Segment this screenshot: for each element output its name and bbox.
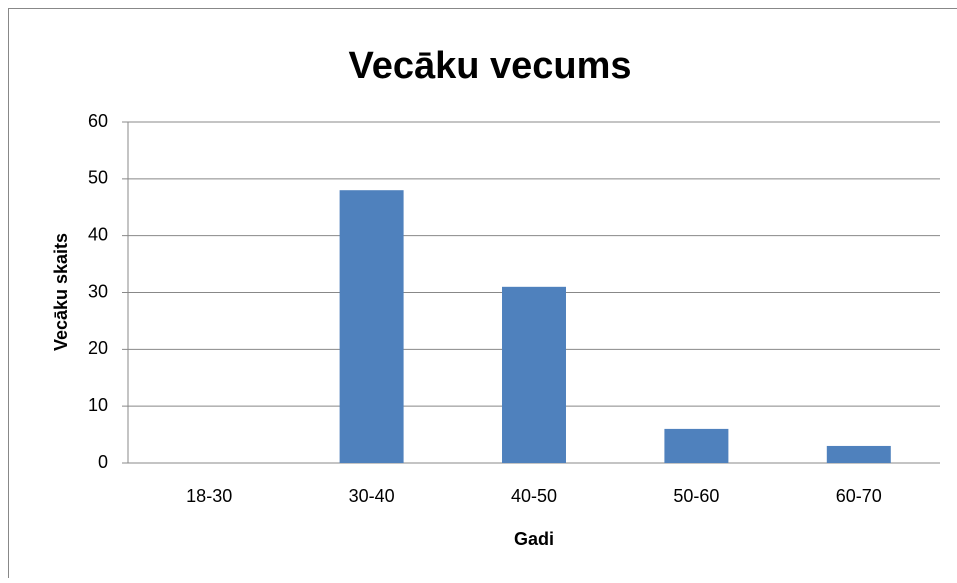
y-tick-label: 40 xyxy=(88,224,108,244)
y-tick-label: 0 xyxy=(98,452,108,472)
x-axis-title: Gadi xyxy=(514,529,554,549)
bar xyxy=(827,446,891,463)
y-axis-title: Vecāku skaits xyxy=(51,233,71,351)
y-tick-label: 20 xyxy=(88,338,108,358)
bar xyxy=(664,429,728,463)
y-tick-label: 30 xyxy=(88,281,108,301)
y-tick-label: 50 xyxy=(88,168,108,188)
bar xyxy=(340,190,404,463)
y-tick-label: 60 xyxy=(88,111,108,131)
x-tick-label: 40-50 xyxy=(511,486,557,506)
bar xyxy=(502,287,566,463)
y-tick-label: 10 xyxy=(88,395,108,415)
x-tick-label: 50-60 xyxy=(673,486,719,506)
x-tick-label: 60-70 xyxy=(836,486,882,506)
chart-border xyxy=(9,9,957,579)
chart-title: Vecāku vecums xyxy=(348,45,631,87)
x-tick-label: 30-40 xyxy=(349,486,395,506)
x-tick-label: 18-30 xyxy=(186,486,232,506)
